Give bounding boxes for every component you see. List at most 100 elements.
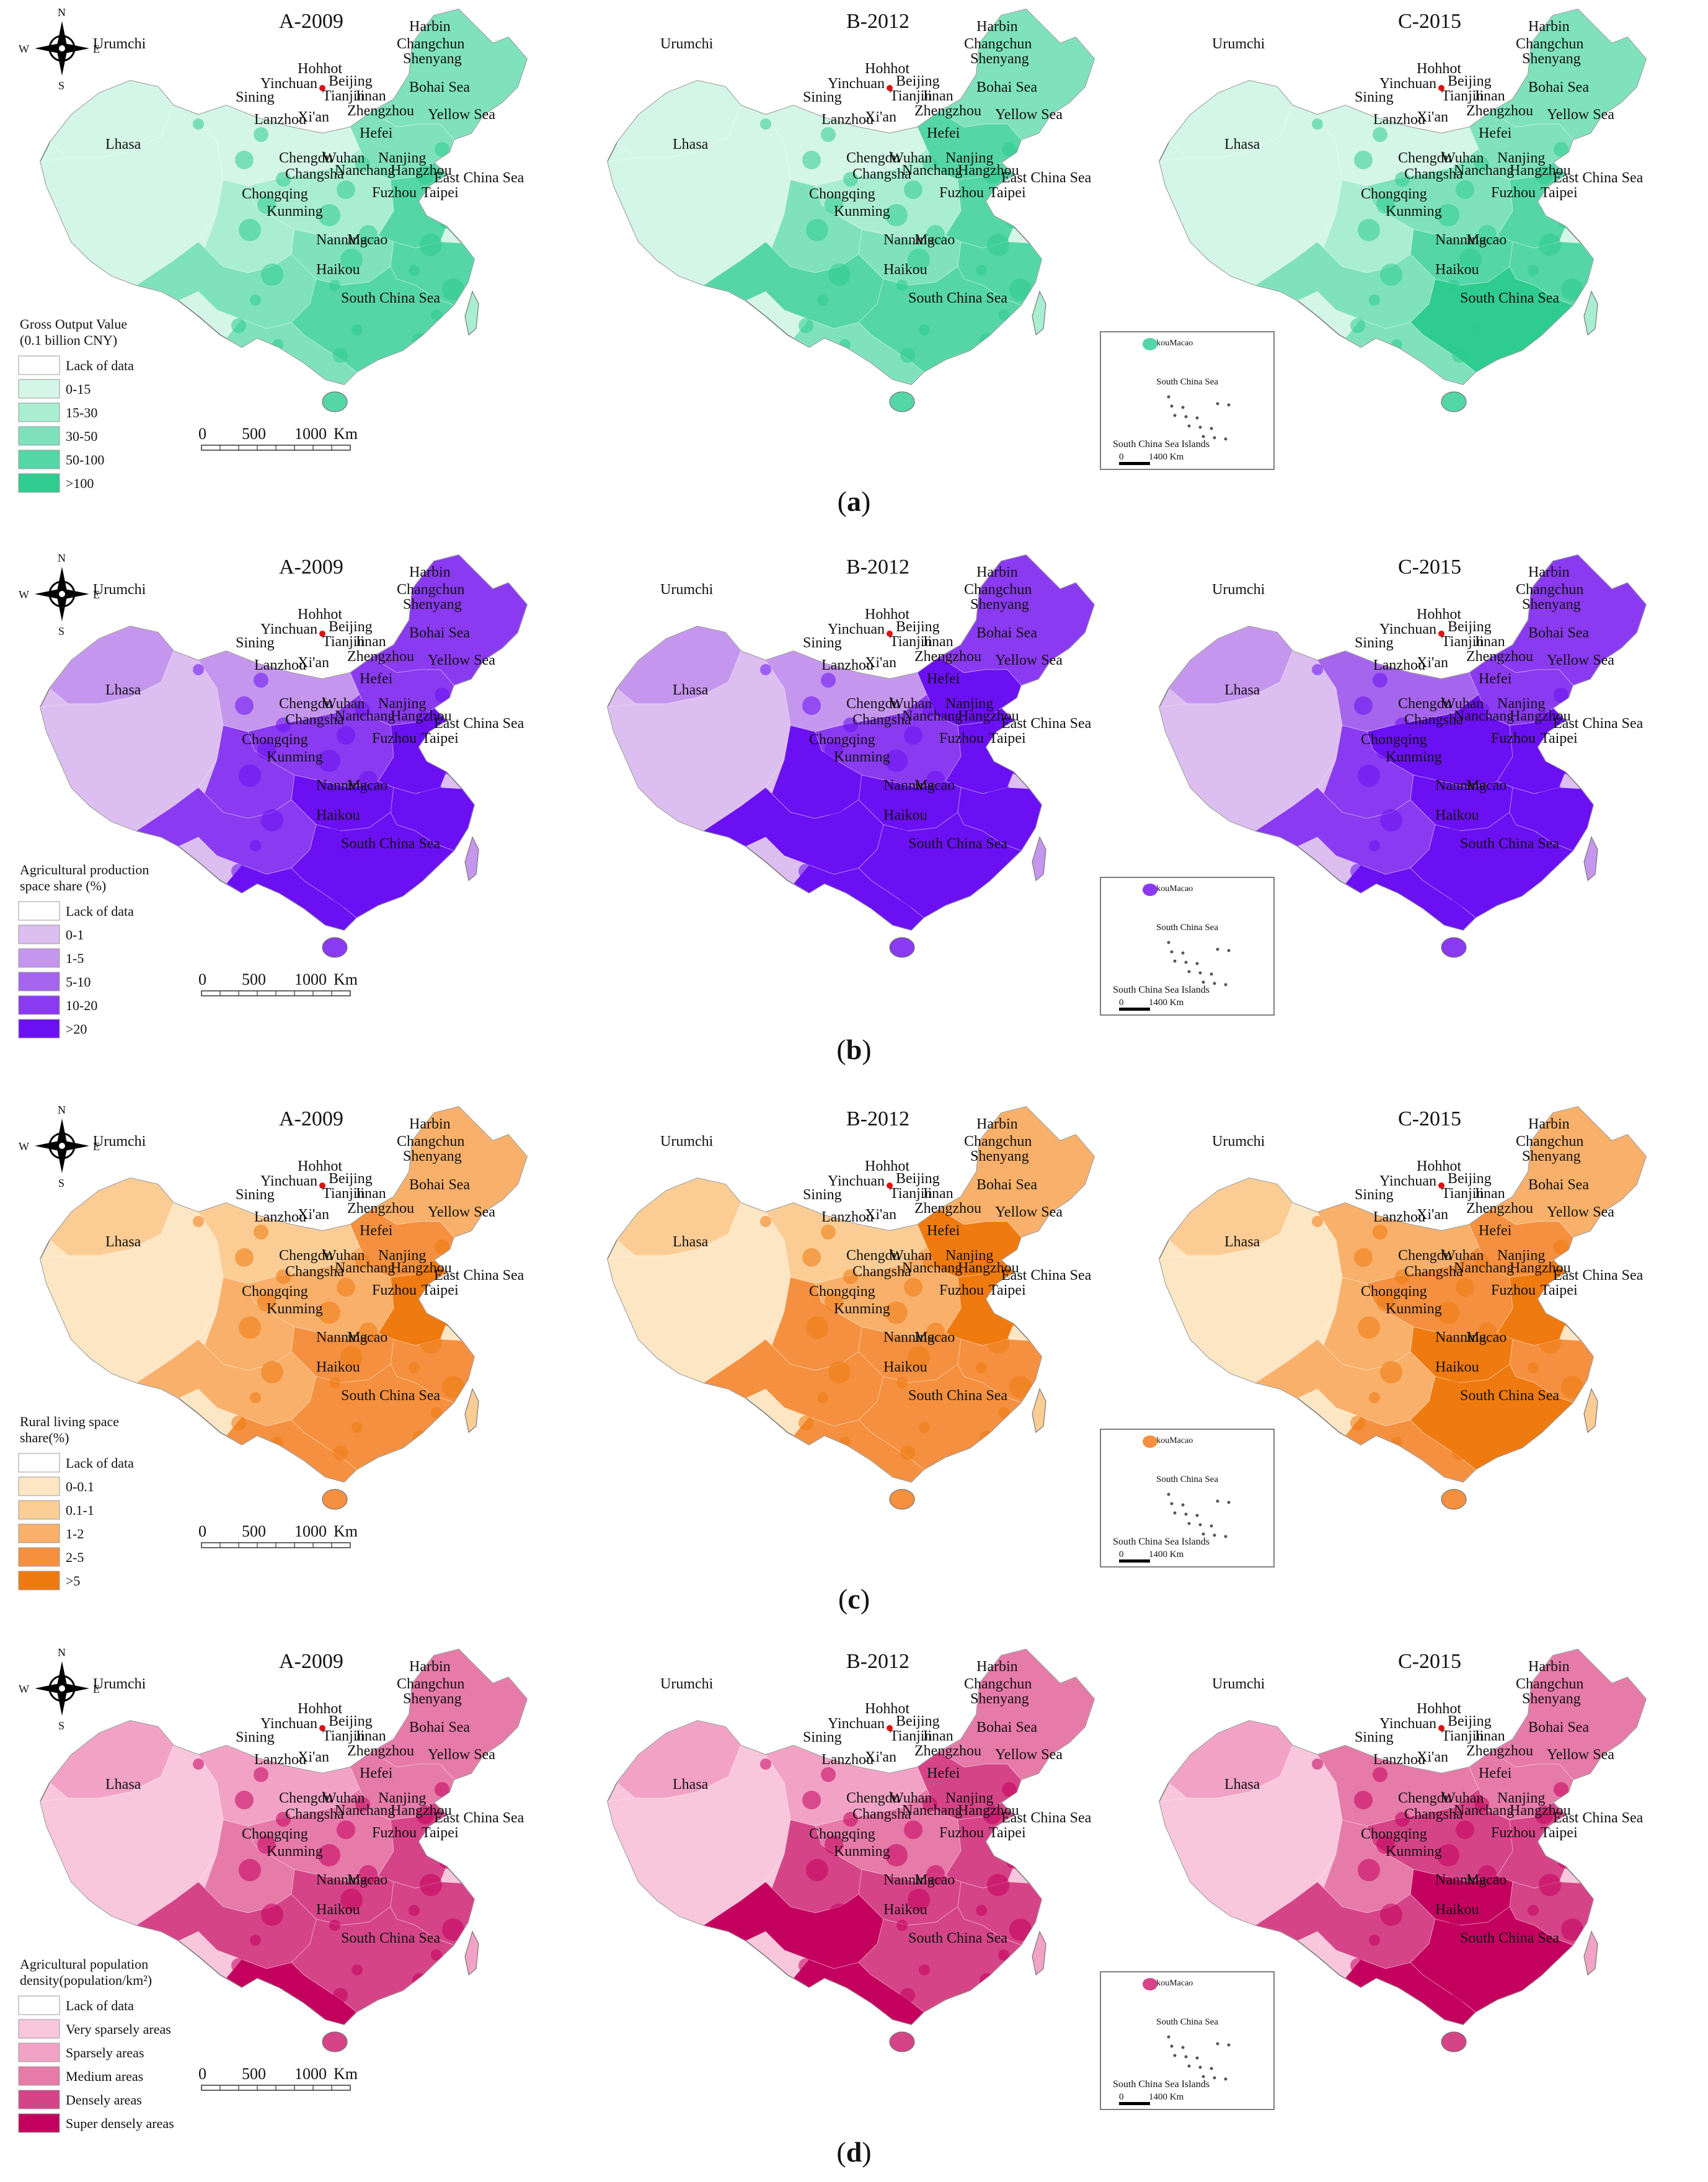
- inset-island-dot: [1227, 2043, 1231, 2047]
- county-patch: [435, 1240, 449, 1254]
- county-patch: [926, 771, 945, 789]
- hainan-island: [889, 937, 915, 958]
- city-label: Bohai Sea: [1528, 1177, 1589, 1193]
- city-label: Beijing: [329, 619, 373, 635]
- county-patch: [193, 1758, 204, 1770]
- county-patch: [1452, 1445, 1467, 1460]
- city-label: Fuzhou: [1491, 185, 1536, 201]
- city-label: Tianjin: [890, 1728, 932, 1744]
- county-patch: [1354, 696, 1373, 715]
- inset-island-dot: [1210, 1524, 1213, 1528]
- city-label: Changsha: [852, 712, 911, 728]
- hainan-island: [889, 2031, 915, 2052]
- city-label: Hohhot: [298, 61, 342, 77]
- city-label: Shenyang: [970, 1691, 1029, 1707]
- county-patch: [980, 333, 994, 348]
- county-patch: [355, 1254, 370, 1269]
- legend-swatch: [18, 1500, 60, 1520]
- county-patch: [1002, 1240, 1017, 1254]
- city-label: Shenyang: [403, 51, 462, 67]
- legend-label: Lack of data: [66, 903, 134, 919]
- city-label: Kunming: [834, 203, 890, 220]
- scale-end: 1000: [294, 2065, 327, 2083]
- county-patch: [806, 1316, 828, 1339]
- city-label: Yellow Sea: [1547, 107, 1614, 123]
- city-label: Tianjin: [1441, 1728, 1484, 1744]
- city-label: Changsha: [1404, 1806, 1463, 1822]
- county-patch: [1550, 1949, 1561, 1961]
- county-patch: [1312, 1758, 1323, 1770]
- city-label: Xi'an: [298, 1207, 329, 1223]
- county-patch: [1531, 1430, 1546, 1445]
- city-label: Bohai Sea: [1528, 79, 1589, 95]
- county-patch: [412, 879, 427, 894]
- city-label: Chongqing: [242, 186, 308, 202]
- region-polygon: [1345, 1416, 1476, 1482]
- city-label: Xi'an: [1417, 1207, 1448, 1223]
- county-patch: [1478, 1323, 1497, 1341]
- compass-e: E: [93, 588, 100, 601]
- city-label: Changchun: [964, 1676, 1032, 1692]
- city-label: Lanzhou: [821, 1752, 874, 1768]
- county-patch: [239, 765, 261, 787]
- inset-island-dot: [1173, 1511, 1177, 1515]
- north-arrow-icon: N S E W: [19, 1646, 100, 1732]
- city-label: Chengdu: [846, 1790, 900, 1806]
- city-label: Changchun: [1516, 1133, 1583, 1150]
- county-patch: [1459, 794, 1482, 817]
- city-label: Nanchang: [1454, 708, 1514, 724]
- city-label: Nanjing: [1497, 696, 1545, 712]
- legend-swatch: [18, 355, 60, 375]
- county-patch: [235, 696, 254, 715]
- city-label: Fuzhou: [1491, 730, 1536, 747]
- county-patch: [337, 726, 355, 745]
- county-patch: [760, 1758, 771, 1770]
- city-label: Beijing: [896, 1171, 940, 1187]
- county-patch: [435, 142, 449, 157]
- city-label: Kunming: [1386, 749, 1442, 765]
- county-patch: [799, 864, 813, 879]
- county-patch: [1369, 1935, 1380, 1946]
- panel-title: B-2012: [846, 10, 909, 33]
- county-patch: [1448, 280, 1459, 291]
- city-label: Haikou: [316, 262, 360, 278]
- city-label: Taipei: [989, 185, 1026, 201]
- panel-title: C-2015: [1398, 556, 1461, 579]
- city-label: Fuzhou: [1491, 1825, 1536, 1841]
- county-patch: [272, 885, 283, 896]
- city-label: Changchun: [964, 1133, 1032, 1150]
- inset-scale-bar: [1119, 1008, 1150, 1011]
- county-patch: [1391, 885, 1402, 896]
- legend-title: Rural living space: [20, 1414, 119, 1429]
- compass-center: [58, 1684, 66, 1693]
- scale-bar: 0 500 1000 Km: [198, 1522, 358, 1548]
- county-patch: [1380, 264, 1402, 286]
- city-label: Changsha: [1404, 712, 1463, 728]
- city-label: Haikou: [1435, 807, 1479, 823]
- county-patch: [333, 1445, 348, 1460]
- city-label: Yinchuan: [1379, 621, 1436, 637]
- city-label: Beijing: [329, 73, 373, 89]
- city-label: Sining: [803, 635, 842, 651]
- county-patch: [193, 1216, 204, 1227]
- county-patch: [896, 280, 908, 291]
- city-label: Nanchang: [902, 162, 962, 179]
- legend-label: 1-2: [66, 1526, 84, 1541]
- city-label: Lanzhou: [1373, 1209, 1425, 1225]
- city-label: Nanning: [1435, 1872, 1487, 1888]
- county-patch: [1471, 1964, 1482, 1976]
- city-label: Changchun: [1516, 36, 1583, 52]
- county-patch: [760, 1216, 771, 1227]
- city-label: Fuzhou: [1491, 1282, 1536, 1298]
- north-arrow-icon: N S E W: [19, 1104, 100, 1189]
- capital-marker: [887, 85, 893, 91]
- inset-island-dot: [1201, 435, 1205, 438]
- city-label: Chengdu: [1398, 696, 1452, 712]
- inset-hainan: [1143, 884, 1157, 896]
- city-label: Changchun: [964, 582, 1032, 598]
- city-label: Xi'an: [1417, 109, 1448, 125]
- inset-frame: [1100, 1429, 1275, 1568]
- city-label: Harbin: [409, 1659, 451, 1675]
